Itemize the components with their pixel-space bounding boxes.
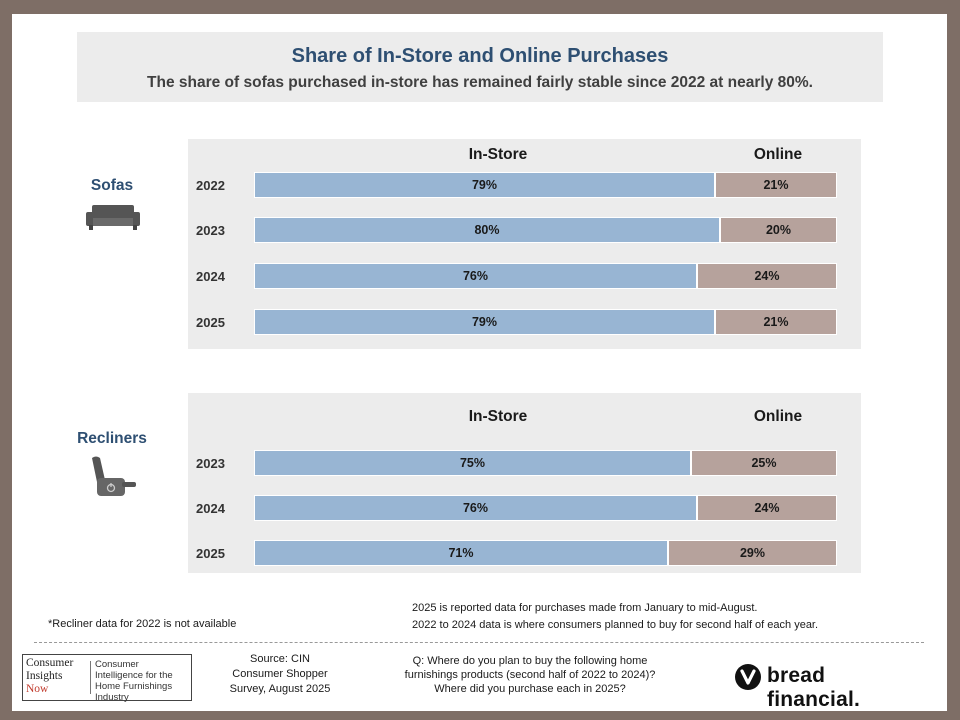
recliners-instore-header: In-Store (468, 408, 528, 425)
recliner-note: *Recliner data for 2022 is not available (48, 618, 237, 630)
data-note-1: 2025 is reported data for purchases made… (412, 602, 758, 614)
sofas-online-bar: 24% (697, 263, 837, 289)
recliners-year-label: 2025 (196, 546, 225, 561)
data-note-2: 2022 to 2024 data is where consumers pla… (412, 619, 819, 631)
sofas-bar-row: 76% 24% (254, 263, 837, 289)
sofas-online-bar: 21% (715, 309, 837, 335)
recliner-icon (92, 456, 136, 496)
sofas-year-label: 2024 (196, 269, 225, 284)
sofas-online-header: Online (753, 146, 803, 163)
chart-subtitle: The share of sofas purchased in-store ha… (147, 74, 813, 91)
sofas-bar-row: 79% 21% (254, 172, 837, 198)
recliners-online-header: Online (753, 408, 803, 425)
chart-title: Share of In-Store and Online Purchases (291, 45, 669, 67)
sofas-online-bar: 20% (720, 217, 837, 243)
recliners-chart-panel: In-Store Online 2023 75% 25% 2024 76% 24% 2025… (188, 393, 861, 573)
sofas-instore-bar: 80% (254, 217, 720, 243)
sofas-instore-bar: 79% (254, 309, 715, 335)
bread-financial-logo: bread financial. (734, 662, 924, 711)
cin-logo-tagline: Consumer Intelligence for the Home Furni… (95, 659, 173, 703)
cin-logo: Consumer Insights Now Consumer Intellige… (22, 654, 192, 703)
bread-logo-icon (735, 664, 761, 690)
sofas-chart-panel: In-Store Online 2022 79% 21% 2023 80% 20% 2024… (188, 139, 861, 349)
recliners-online-bar: 29% (668, 540, 837, 566)
recliners-year-label: 2024 (196, 501, 225, 516)
sofas-instore-header: In-Store (468, 146, 528, 163)
recliners-bar-row: 75% 25% (254, 450, 837, 476)
sofa-icon (86, 205, 140, 230)
slide: Share of In-Store and Online Purchases T… (12, 14, 947, 711)
recliners-instore-bar: 71% (254, 540, 668, 566)
recliners-instore-bar: 75% (254, 450, 691, 476)
recliners-year-label: 2023 (196, 456, 225, 471)
source-text: Source: CIN Consumer Shopper Survey, Aug… (229, 653, 331, 695)
recliners-label: Recliners (77, 430, 147, 447)
sofas-year-label: 2025 (196, 315, 225, 330)
sofas-bar-row: 79% 21% (254, 309, 837, 335)
survey-question: Q: Where do you plan to buy the followin… (404, 655, 656, 695)
sofas-bar-row: 80% 20% (254, 217, 837, 243)
sofas-instore-bar: 76% (254, 263, 697, 289)
sofas-year-label: 2022 (196, 178, 225, 193)
footer-divider (34, 642, 924, 643)
sofas-year-label: 2023 (196, 223, 225, 238)
recliners-online-bar: 24% (697, 495, 837, 521)
recliners-bar-row: 76% 24% (254, 495, 837, 521)
cin-logo-wordmark: Consumer Insights Now (26, 657, 74, 695)
sofas-online-bar: 21% (715, 172, 837, 198)
sofas-instore-bar: 79% (254, 172, 715, 198)
recliners-instore-bar: 76% (254, 495, 697, 521)
recliners-bar-row: 71% 29% (254, 540, 837, 566)
recliners-online-bar: 25% (691, 450, 837, 476)
sofas-label: Sofas (90, 177, 134, 194)
title-box: Share of In-Store and Online Purchases T… (77, 32, 883, 102)
